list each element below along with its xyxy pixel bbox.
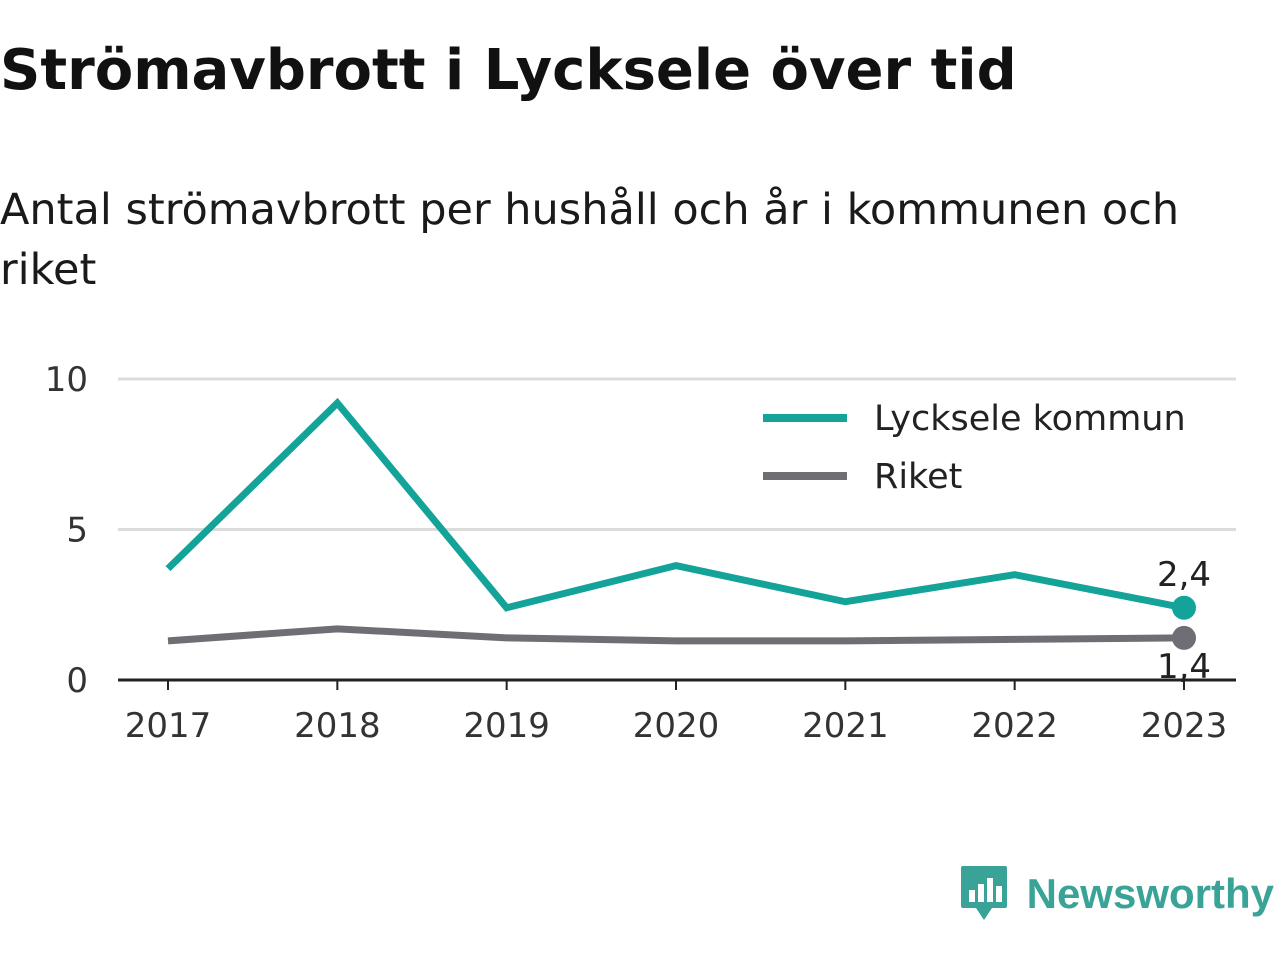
- series-end-point-1: [1172, 595, 1196, 620]
- x-tick-label: 2023: [1141, 706, 1228, 746]
- brand-name: Newsworthy: [1026, 870, 1274, 917]
- y-tick-label: 10: [45, 360, 88, 400]
- y-tick-label: 5: [66, 511, 88, 551]
- chart-subtitle: Antal strömavbrott per hushåll och år i …: [0, 185, 1180, 295]
- x-tick-label: 2018: [294, 706, 381, 746]
- legend-label: Riket: [874, 457, 962, 497]
- newsworthy-logo-icon: [960, 866, 1007, 920]
- series-end-point-2: [1172, 625, 1196, 650]
- x-tick-label: 2019: [463, 706, 550, 746]
- y-tick-label: 0: [66, 661, 88, 701]
- data-label: 1,4: [1157, 647, 1211, 687]
- series-line-1: [165, 397, 1185, 612]
- x-tick-label: 2020: [633, 706, 720, 746]
- x-tick-label: 2017: [125, 706, 212, 746]
- chart-title: Strömavbrott i Lycksele över tid: [0, 38, 1017, 103]
- x-tick-label: 2021: [802, 706, 889, 746]
- data-label: 2,4: [1157, 555, 1211, 595]
- legend-label: Lycksele kommun: [874, 399, 1186, 439]
- series-line-2: [167, 625, 1185, 645]
- brand: Newsworthy: [959, 864, 1274, 924]
- x-tick-label: 2022: [971, 706, 1058, 746]
